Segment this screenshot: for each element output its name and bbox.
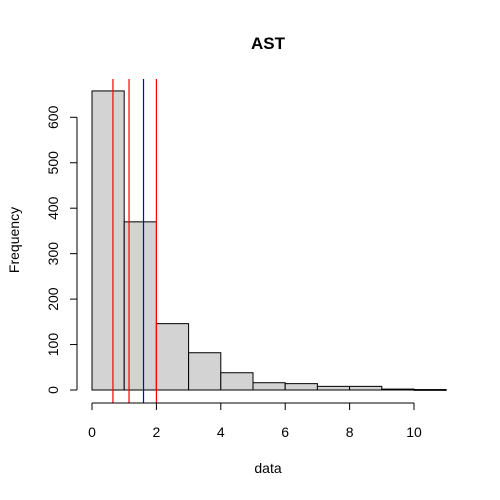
bars-group xyxy=(91,90,447,391)
histogram-bar-0 xyxy=(91,90,125,391)
y-tick-label-6: 600 xyxy=(45,105,61,129)
histogram-bar-5 xyxy=(252,382,286,391)
x-axis-label: data xyxy=(254,460,281,476)
x-axis: 0 2 4 6 8 10 xyxy=(88,402,422,440)
x-tick-label-4: 8 xyxy=(346,424,354,440)
histogram-bar-2 xyxy=(155,323,190,391)
chart-title: AST xyxy=(251,34,286,53)
x-tick-label-1: 2 xyxy=(153,424,161,440)
histogram-bar-9 xyxy=(381,388,415,391)
histogram-bar-6 xyxy=(284,383,318,391)
x-tick-label-0: 0 xyxy=(88,424,96,440)
reference-lines-group xyxy=(112,78,157,403)
y-tick-label-3: 300 xyxy=(45,242,61,266)
x-tick-label-3: 6 xyxy=(281,424,289,440)
y-tick-label-0: 0 xyxy=(45,386,61,394)
x-tick-label-5: 10 xyxy=(406,424,422,440)
histogram-bar-3 xyxy=(188,352,222,391)
histogram-bar-7 xyxy=(316,385,351,391)
y-axis-label: Frequency xyxy=(6,207,22,273)
y-tick-label-5: 500 xyxy=(45,151,61,175)
y-tick-label-1: 100 xyxy=(45,333,61,357)
y-tick-label-2: 200 xyxy=(45,287,61,311)
histogram-bar-4 xyxy=(220,372,254,391)
y-tick-label-4: 400 xyxy=(45,196,61,220)
x-tick-label-2: 4 xyxy=(217,424,225,440)
y-axis: 0 100 200 300 400 500 600 xyxy=(45,105,78,394)
histogram-bar-10 xyxy=(413,389,447,391)
histogram-bar-8 xyxy=(349,385,383,391)
